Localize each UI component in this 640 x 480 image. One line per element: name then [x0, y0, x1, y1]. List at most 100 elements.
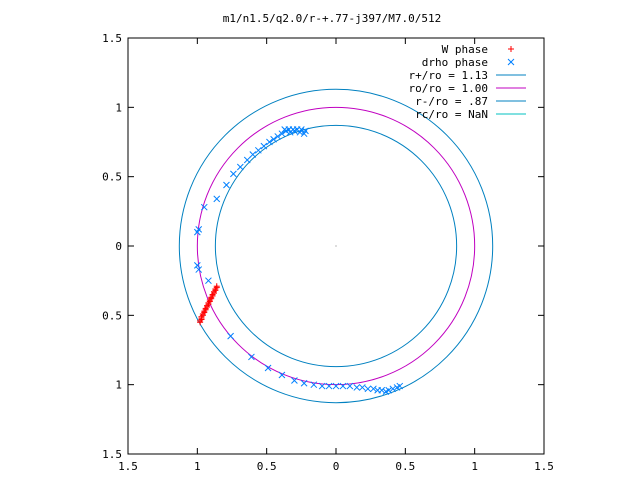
w-phase-point: [209, 291, 216, 298]
drho-phase-point: [195, 266, 203, 273]
legend-label: W phase: [442, 43, 488, 56]
data-markers: [193, 126, 404, 395]
x-tick-label: 1.5: [534, 460, 554, 473]
drho-phase-point-b: [286, 128, 294, 136]
drho-phase-point: [318, 382, 326, 390]
w-phase-point: [206, 297, 213, 304]
x-tick-label: 0.5: [395, 460, 415, 473]
y-tick-label: 0: [115, 240, 122, 253]
drho-phase-point: [300, 379, 308, 387]
y-tick-label: 1: [115, 379, 122, 392]
circle-series-4: [214, 124, 458, 368]
x-tick-label: 1.5: [118, 460, 138, 473]
drho-phase-point-b: [291, 377, 298, 384]
legend-sample-drho-phase-b: [507, 58, 515, 66]
drho-phase-point-b: [243, 156, 251, 164]
drho-phase-point-b: [396, 382, 404, 390]
drho-phase-point-b: [318, 382, 326, 390]
drho-phase-point-b: [248, 353, 255, 361]
drho-phase-point-b: [353, 384, 361, 391]
x-tick-label: 1: [471, 460, 478, 473]
drho-phase-point: [213, 195, 221, 203]
drho-phase-point-b: [264, 364, 272, 372]
drho-phase-point-b: [291, 127, 298, 135]
drho-phase-point: [325, 382, 333, 390]
drho-phase-point: [370, 385, 377, 393]
drho-phase-point: [385, 386, 393, 394]
drho-phase-point-b: [230, 170, 237, 178]
x-tick-label: 0: [333, 460, 340, 473]
drho-phase-point: [254, 146, 262, 154]
w-phase-point: [204, 302, 211, 309]
drho-phase-point-b: [346, 382, 354, 390]
drho-phase-point-b: [325, 382, 333, 390]
drho-phase-point-b: [193, 228, 201, 236]
w-phase-point: [198, 313, 205, 320]
w-phase-point: [212, 285, 219, 292]
drho-phase-point: [193, 228, 201, 236]
drho-phase-point-b: [389, 385, 397, 393]
y-tick-label: 1.5: [102, 32, 122, 45]
drho-phase-point-b: [385, 386, 393, 394]
drho-phase-point-b: [213, 195, 221, 203]
drho-phase-point: [236, 163, 244, 171]
y-tick-label: 0.5: [102, 171, 122, 184]
y-tick-label: 1: [115, 101, 122, 114]
circle-series-2: [178, 88, 494, 404]
drho-phase-point: [200, 203, 208, 211]
drho-phase-point: [278, 130, 286, 138]
w-phase-point: [201, 308, 208, 315]
y-tick-label: 1.5: [102, 448, 122, 461]
legend-label: ro/ro = 1.00: [409, 82, 488, 95]
drho-phase-point-b: [378, 386, 386, 394]
legend-label: rc/ro = NaN: [415, 108, 488, 121]
drho-phase-point-b: [270, 135, 277, 143]
drho-phase-point: [286, 128, 294, 136]
drho-phase-point-b: [254, 146, 262, 154]
drho-phase-point: [205, 277, 212, 285]
drho-phase-point-b: [332, 382, 340, 390]
drho-phase-point: [282, 127, 290, 135]
drho-phase-point: [296, 128, 304, 136]
drho-phase-point: [223, 181, 230, 189]
drho-phase-point: [310, 381, 318, 389]
w-phase-point: [199, 310, 206, 317]
drho-phase-point: [249, 151, 257, 158]
chart-title: m1/n1.5/q2.0/r-+.77-j397/M7.0/512: [223, 12, 442, 25]
drho-phase-point-b: [300, 130, 308, 138]
drho-phase-point: [389, 385, 397, 393]
radius-circles: [178, 88, 494, 404]
circle-series-3: [196, 106, 476, 386]
drho-phase-point-b: [278, 371, 286, 379]
drho-phase-point-b: [364, 385, 372, 393]
drho-phase-point: [270, 135, 277, 143]
drho-phase-point: [260, 142, 268, 150]
w-phase-point: [208, 294, 215, 301]
w-phase-point: [213, 283, 220, 290]
drho-phase-point-b: [236, 163, 244, 171]
drho-phase-point-b: [205, 277, 212, 285]
drho-phase-point: [248, 353, 255, 361]
drho-phase-point-b: [200, 203, 208, 211]
drho-phase-point-b: [274, 133, 282, 140]
drho-phase-point-b: [278, 130, 286, 138]
drho-phase-point: [332, 382, 340, 390]
drho-phase-point-b: [260, 142, 268, 150]
y-tick-label: 0.5: [102, 309, 122, 322]
legend-sample-drho-phase: [507, 58, 515, 66]
drho-phase-point: [396, 382, 404, 390]
drho-phase-point-b: [195, 266, 203, 273]
drho-phase-point: [364, 385, 372, 393]
drho-phase-point: [291, 377, 298, 384]
drho-phase-point-b: [266, 138, 273, 146]
drho-phase-point-b: [282, 127, 290, 135]
legend-label: r+/ro = 1.13: [409, 69, 488, 82]
drho-phase-point-b: [227, 332, 234, 340]
drho-phase-point: [243, 156, 251, 164]
drho-phase-point: [300, 130, 308, 138]
w-phase-point: [202, 305, 209, 312]
drho-phase-point: [378, 386, 386, 394]
axis-ticks: 1.5 1 0.5 0 0.5 1 1.51.510.500.511.5: [102, 32, 554, 473]
drho-phase-point-b: [249, 151, 257, 158]
